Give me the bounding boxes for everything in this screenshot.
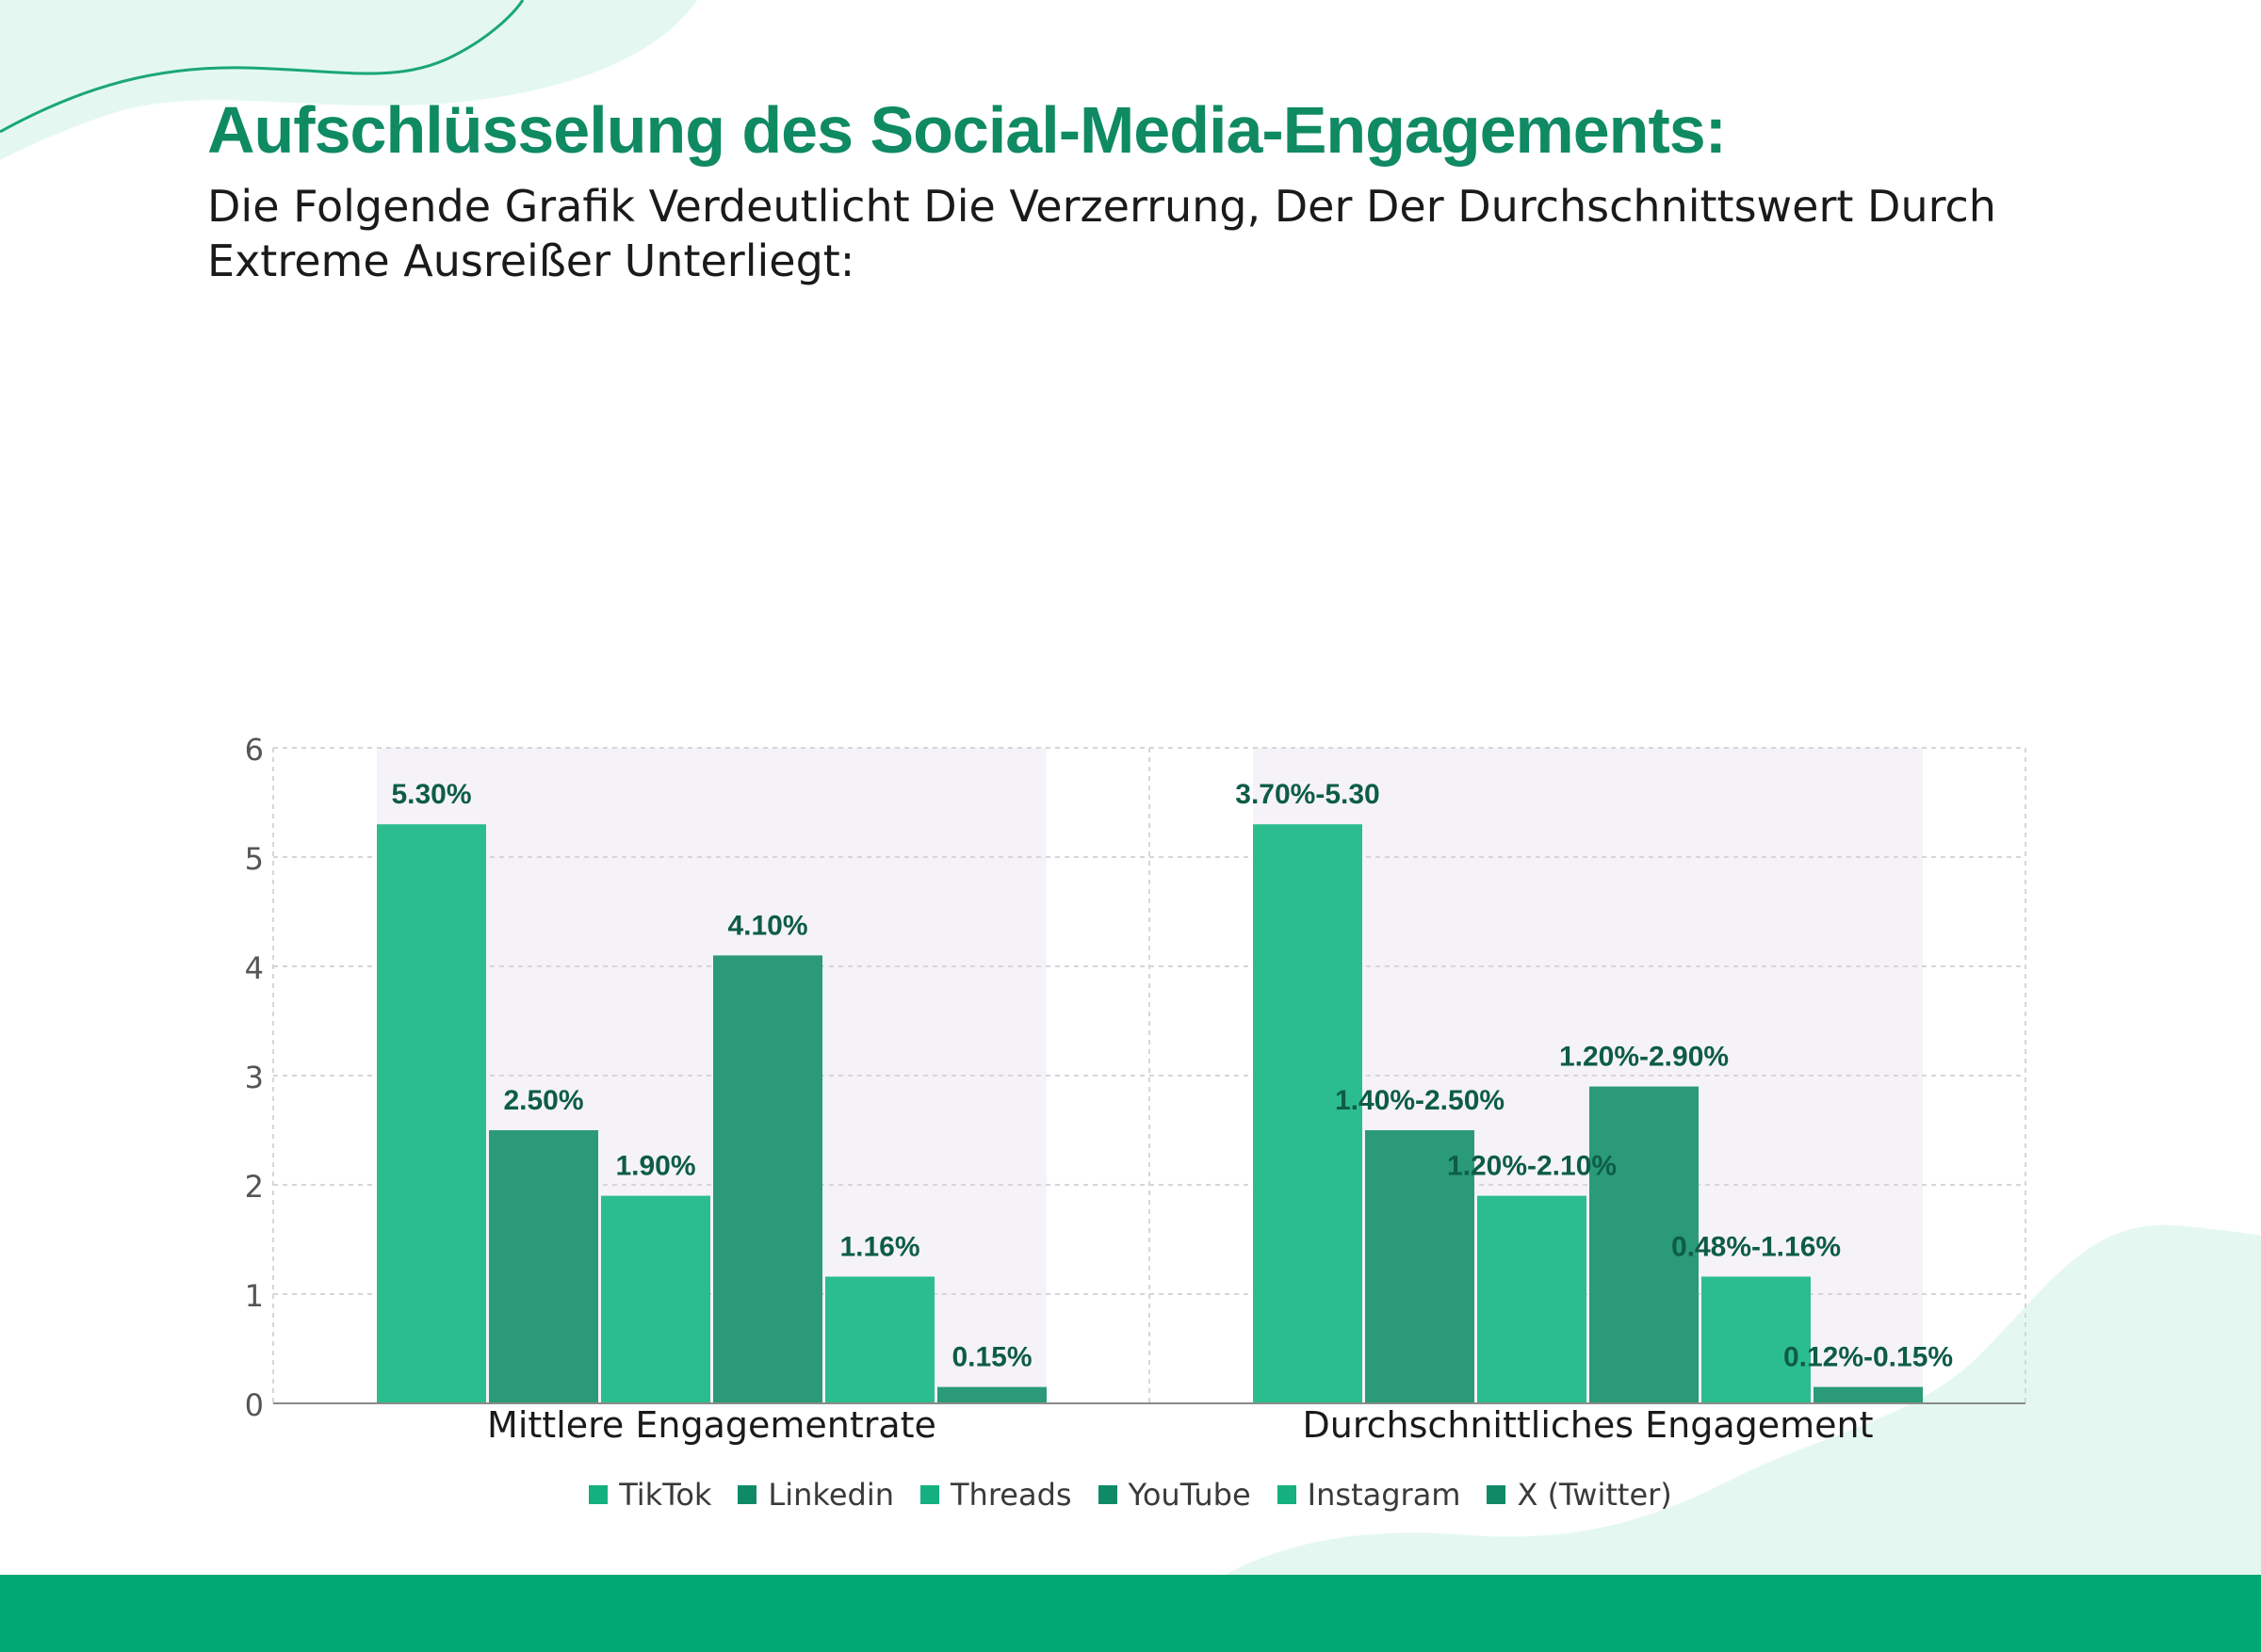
data-label: 2.50% <box>503 1085 583 1116</box>
legend-item-youtube: YouTube <box>1098 1477 1251 1513</box>
legend-label: Instagram <box>1307 1477 1461 1513</box>
bars <box>377 824 1923 1403</box>
data-label: 0.48%-1.16% <box>1671 1231 1841 1262</box>
y-tick-label: 3 <box>245 1060 264 1095</box>
legend-swatch <box>738 1485 757 1504</box>
y-tick-label: 2 <box>245 1169 264 1205</box>
legend-swatch <box>589 1485 609 1504</box>
legend-label: Threads <box>950 1477 1072 1513</box>
page-subtitle: Die Folgende Grafik Verdeutlicht Die Ver… <box>207 181 1996 286</box>
data-label: 1.90% <box>615 1151 695 1182</box>
y-tick-label: 5 <box>245 841 264 877</box>
bar <box>1365 1130 1474 1403</box>
legend-swatch <box>1487 1485 1506 1504</box>
y-tick-label: 1 <box>245 1278 264 1314</box>
decor-blob-bottom-right <box>1225 1224 2261 1575</box>
bar-chart: 0 1 2 3 4 5 6 5.30% 2.50% 1.90% 4.10% 1.16% 0.15% 3.… <box>245 732 2026 1446</box>
legend-swatch <box>919 1485 939 1504</box>
legend-item-tiktok: TikTok <box>589 1477 711 1513</box>
legend-swatch <box>1098 1485 1117 1504</box>
bar <box>1253 824 1362 1403</box>
x-category-label: Mittlere Engagementrate <box>487 1404 936 1446</box>
x-axis-labels: Mittlere Engagementrate Durchschnittliche… <box>487 1404 1873 1446</box>
bar <box>1477 1195 1586 1403</box>
y-tick-label: 4 <box>245 950 264 986</box>
bar <box>489 1130 598 1403</box>
bar <box>713 955 822 1403</box>
x-category-label: Durchschnittliches Engagement <box>1302 1404 1873 1446</box>
y-tick-label: 0 <box>245 1387 264 1423</box>
data-label: 3.70%-5.30 <box>1235 779 1379 810</box>
legend-item-linkedin: Linkedin <box>738 1477 894 1513</box>
decor-blob-top-left <box>0 0 697 160</box>
decor-line-top-left <box>0 0 525 134</box>
y-tick-label: 6 <box>245 732 264 768</box>
bar <box>825 1276 935 1403</box>
legend-label: Linkedin <box>768 1477 894 1513</box>
data-label: 1.20%-2.90% <box>1559 1042 1729 1073</box>
y-axis-ticks: 0 1 2 3 4 5 6 <box>245 732 264 1423</box>
legend-item-instagram: Instagram <box>1277 1477 1461 1513</box>
legend-item-x-twitter: X (Twitter) <box>1487 1477 1672 1513</box>
bar <box>377 824 486 1403</box>
data-label: 5.30% <box>391 779 471 810</box>
data-label: 1.20%-2.10% <box>1447 1151 1617 1182</box>
legend-swatch <box>1277 1485 1296 1504</box>
legend-label: TikTok <box>619 1477 712 1513</box>
data-label: 4.10% <box>727 910 807 941</box>
bar <box>1814 1386 1923 1403</box>
bar <box>601 1195 710 1403</box>
bar <box>1701 1276 1811 1403</box>
data-label: 1.40%-2.50% <box>1335 1085 1505 1116</box>
data-labels: 5.30% 2.50% 1.90% 4.10% 1.16% 0.15% 3.70%-5.30… <box>391 779 1953 1372</box>
bar <box>937 1386 1047 1403</box>
footer-bar <box>0 1575 2261 1652</box>
bar <box>1589 1086 1699 1403</box>
data-label: 0.12%-0.15% <box>1783 1342 1953 1373</box>
legend-label: YouTube <box>1128 1477 1251 1513</box>
legend: TikTok Linkedin Threads YouTube Instagra… <box>0 1477 2261 1513</box>
data-label: 1.16% <box>839 1231 919 1262</box>
data-label: 0.15% <box>952 1342 1032 1373</box>
legend-label: X (Twitter) <box>1517 1477 1672 1513</box>
grid-lines <box>272 747 2026 1403</box>
page-title: Aufschlüsselung des Social-Media-Engagem… <box>207 93 1727 167</box>
legend-item-threads: Threads <box>919 1477 1072 1513</box>
